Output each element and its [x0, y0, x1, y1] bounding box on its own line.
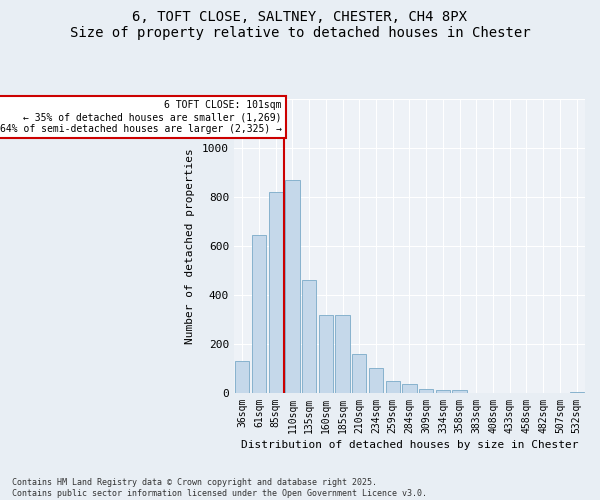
Bar	[436, 390, 450, 393]
Bar	[452, 390, 467, 393]
Text: 6 TOFT CLOSE: 101sqm
← 35% of detached houses are smaller (1,269)
64% of semi-de: 6 TOFT CLOSE: 101sqm ← 35% of detached h…	[0, 100, 281, 134]
Bar	[269, 192, 283, 393]
Bar	[569, 392, 584, 393]
Y-axis label: Number of detached properties: Number of detached properties	[185, 148, 195, 344]
Bar	[386, 380, 400, 393]
Bar	[335, 314, 350, 393]
Bar	[403, 384, 416, 393]
Bar	[235, 361, 250, 393]
Bar	[302, 280, 316, 393]
Bar	[252, 235, 266, 393]
Bar	[319, 314, 333, 393]
Bar	[352, 354, 367, 393]
X-axis label: Distribution of detached houses by size in Chester: Distribution of detached houses by size …	[241, 440, 578, 450]
Text: 6, TOFT CLOSE, SALTNEY, CHESTER, CH4 8PX
Size of property relative to detached h: 6, TOFT CLOSE, SALTNEY, CHESTER, CH4 8PX…	[70, 10, 530, 40]
Text: Contains HM Land Registry data © Crown copyright and database right 2025.
Contai: Contains HM Land Registry data © Crown c…	[12, 478, 427, 498]
Bar	[419, 390, 433, 393]
Bar	[286, 180, 299, 393]
Bar	[369, 368, 383, 393]
